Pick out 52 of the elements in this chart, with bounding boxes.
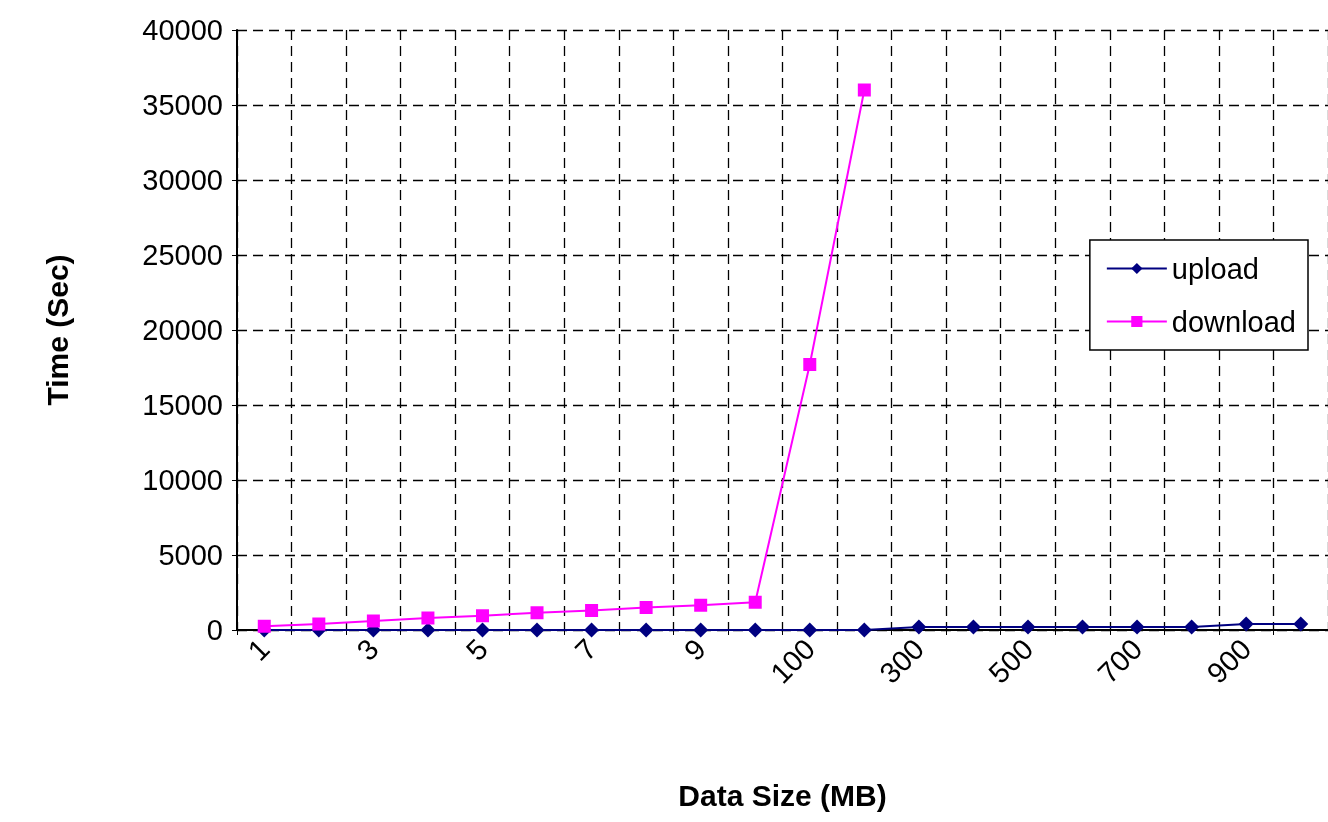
point <box>530 606 544 620</box>
point <box>638 622 654 638</box>
x-tick-label: 300 <box>873 632 931 690</box>
x-tick-label: 100 <box>764 632 822 690</box>
point <box>420 622 436 638</box>
point <box>747 622 763 638</box>
x-tick-label: 1 <box>241 632 276 667</box>
point <box>1020 619 1036 635</box>
point <box>312 617 326 631</box>
y-tick-label: 0 <box>206 614 223 646</box>
x-tick-label: 7 <box>568 632 603 667</box>
x-axis-title: Data Size (MB) <box>678 778 887 812</box>
point <box>911 619 927 635</box>
point <box>421 611 435 625</box>
point <box>802 622 818 638</box>
x-tick-label: 700 <box>1091 632 1149 690</box>
point <box>1238 616 1254 632</box>
point <box>1129 619 1145 635</box>
y-tick-label: 20000 <box>142 314 223 346</box>
legend-label: download <box>1171 305 1296 338</box>
point <box>366 614 380 628</box>
y-axis-title: Time (Sec) <box>40 254 74 406</box>
point <box>803 358 817 371</box>
point <box>748 595 762 609</box>
point <box>965 619 981 635</box>
point <box>529 622 545 638</box>
x-tick-label: 9 <box>677 632 712 667</box>
y-tick-label: 30000 <box>142 164 223 196</box>
x-tick-label: 900 <box>1200 632 1258 690</box>
x-tick-label: 5 <box>459 632 494 667</box>
point <box>1075 619 1091 635</box>
x-tick-label: 500 <box>982 632 1040 690</box>
point <box>474 622 490 638</box>
point <box>475 609 489 623</box>
point <box>857 83 871 97</box>
point <box>639 601 653 614</box>
point <box>585 604 599 617</box>
y-tick-label: 5000 <box>158 539 223 571</box>
y-tick-label: 10000 <box>142 464 223 496</box>
point <box>1293 616 1309 632</box>
point <box>1184 619 1200 635</box>
x-tick-label: 3 <box>350 632 385 667</box>
point <box>584 622 600 638</box>
point <box>693 622 709 638</box>
y-tick-label: 40000 <box>142 14 223 46</box>
y-tick-label: 15000 <box>142 389 223 421</box>
point <box>856 622 872 638</box>
point <box>257 619 271 633</box>
legend-label: upload <box>1171 252 1259 285</box>
point <box>694 598 708 612</box>
y-tick-label: 25000 <box>142 239 223 271</box>
y-tick-label: 35000 <box>142 89 223 121</box>
